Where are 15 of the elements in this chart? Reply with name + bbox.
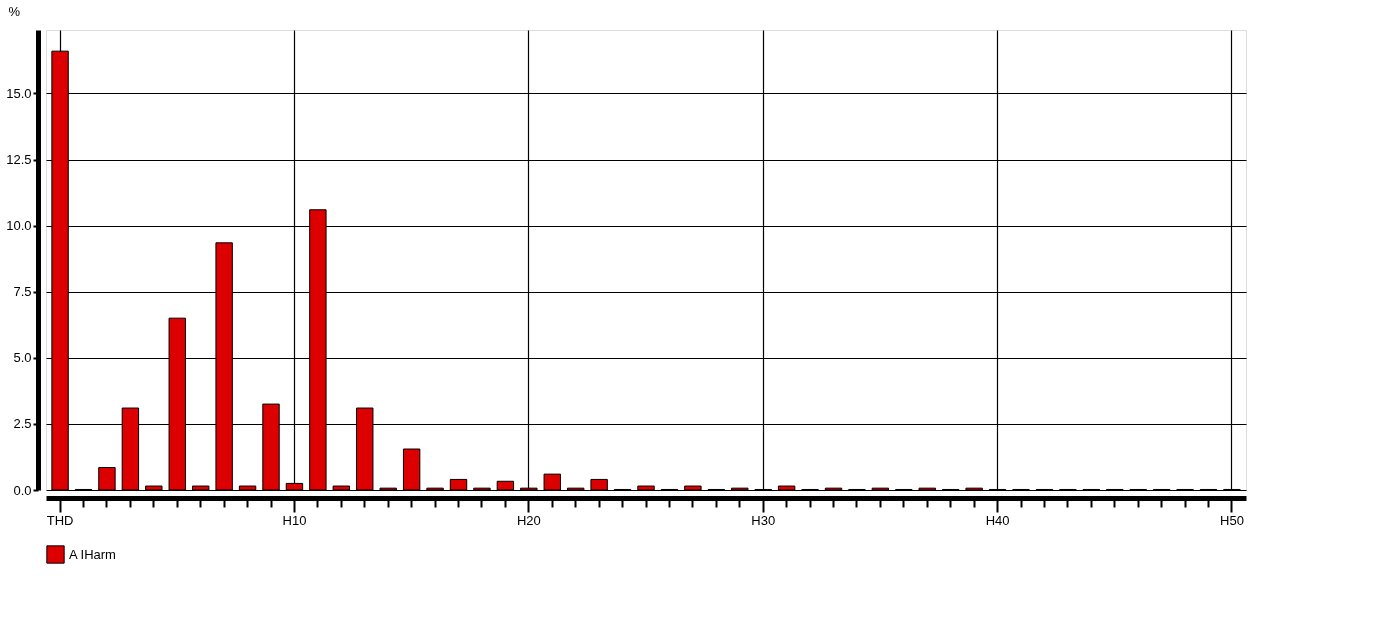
y-tick-label: 7.5: [13, 284, 32, 300]
legend-label: A IHarm: [69, 546, 116, 562]
x-tick-label: H10: [282, 512, 307, 528]
x-tick-label: H50: [1220, 512, 1244, 528]
x-tick-label: H40: [985, 512, 1010, 528]
y-tick-label: 12.5: [6, 152, 32, 168]
y-axis-title: %: [8, 3, 21, 19]
y-tick-label: 0.0: [13, 482, 32, 498]
y-tick-label: 10.0: [6, 218, 32, 234]
x-tick-label: H30: [751, 512, 776, 528]
x-tick-label: THD: [46, 512, 74, 528]
x-tick-label: H20: [516, 512, 541, 528]
y-tick-label: 5.0: [13, 350, 32, 366]
y-tick-label: 15.0: [6, 85, 32, 101]
y-tick-label: 2.5: [13, 416, 32, 432]
